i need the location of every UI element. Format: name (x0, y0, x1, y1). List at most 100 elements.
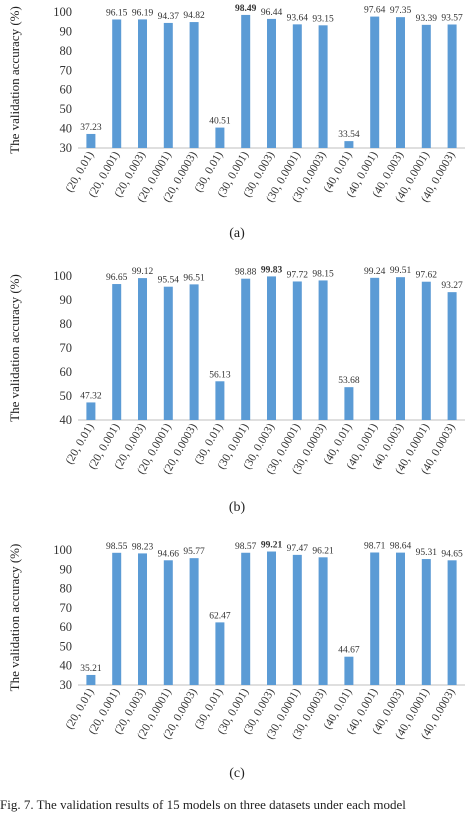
y-tick-label: 70 (60, 601, 73, 615)
data-label: 96.21 (312, 546, 334, 556)
bar (138, 19, 147, 149)
y-tick-label: 90 (60, 24, 73, 38)
y-tick-label: 60 (60, 365, 73, 379)
bar (189, 22, 199, 149)
data-label: 97.62 (416, 271, 438, 281)
data-label: 99.51 (390, 266, 412, 276)
bar (267, 276, 276, 420)
y-tick-label: 60 (60, 83, 73, 97)
bar (215, 622, 225, 685)
data-label: 37.23 (80, 123, 102, 133)
data-label: 94.82 (183, 11, 205, 21)
data-label: 93.64 (287, 13, 309, 23)
y-tick-label: 30 (60, 141, 73, 155)
data-label: 99.24 (364, 267, 386, 277)
y-tick-label: 100 (53, 5, 72, 19)
y-tick-label: 80 (60, 582, 73, 596)
data-label: 98.23 (132, 542, 154, 552)
data-label: 98.55 (106, 542, 128, 552)
data-label: 96.65 (106, 273, 128, 283)
data-label: 97.35 (390, 6, 412, 16)
bar (344, 387, 354, 420)
data-label: 99.12 (132, 267, 154, 277)
y-tick-label: 30 (60, 678, 73, 692)
bar (112, 284, 122, 420)
y-tick-label: 60 (60, 620, 73, 634)
y-tick-label: 70 (60, 63, 73, 77)
data-label: 96.44 (261, 8, 283, 18)
data-label: 93.39 (416, 14, 438, 24)
bar (138, 278, 147, 420)
data-label: 47.32 (80, 391, 102, 401)
y-tick-label: 100 (53, 543, 72, 557)
bar (447, 560, 457, 685)
y-tick-label: 100 (53, 269, 72, 283)
data-label: 98.64 (390, 542, 412, 552)
bar (370, 552, 380, 685)
data-label: 97.47 (287, 544, 309, 554)
y-tick-label: 90 (60, 293, 73, 307)
data-label: 98.57 (235, 542, 257, 552)
data-label: 93.57 (441, 13, 463, 23)
bar (318, 280, 328, 420)
chart-panel-c: The validation accuracy (%) 30 40 50 60 70 80 9… (0, 537, 474, 757)
bar (318, 557, 328, 685)
bar (241, 14, 251, 148)
bar (112, 552, 122, 685)
bar-chart-b: The validation accuracy (%) 40 50 60 70 80 90 1… (7, 265, 465, 476)
bar (163, 286, 173, 420)
data-label: 97.64 (364, 6, 386, 16)
data-label: 97.72 (287, 270, 309, 280)
y-tick-label: 80 (60, 317, 73, 331)
y-axis-label: The validation accuracy (%) (7, 274, 22, 422)
data-label: 94.66 (158, 549, 180, 559)
data-label: 94.65 (441, 549, 463, 559)
bar (396, 277, 405, 420)
bar-chart-a: The validation accuracy (%) 30 40 50 60 70 80 9… (7, 4, 465, 204)
bar (189, 284, 199, 420)
bar (396, 552, 405, 685)
caption-a: (a) (229, 226, 245, 241)
data-label: 98.71 (364, 541, 386, 551)
bar (267, 551, 276, 685)
data-label: 94.37 (158, 12, 180, 22)
data-label: 96.19 (132, 8, 154, 18)
data-label: 99.21 (261, 541, 283, 551)
data-label: 96.15 (106, 8, 128, 18)
data-label: 93.27 (441, 281, 463, 291)
bar (163, 560, 173, 685)
chart-panel-b: The validation accuracy (%) 40 50 60 70 80 90 1… (0, 262, 474, 492)
data-label: 98.49 (235, 4, 257, 14)
bar (318, 25, 328, 148)
data-label: 98.15 (312, 269, 334, 279)
bar (112, 19, 122, 149)
data-label: 35.21 (80, 664, 102, 674)
bar (292, 24, 302, 149)
bar (344, 656, 354, 685)
chart-panel-a: The validation accuracy (%) 30 40 50 60 70 80 9… (0, 0, 474, 220)
y-tick-label: 40 (60, 659, 73, 673)
bar (421, 281, 431, 420)
y-tick-label: 50 (60, 102, 73, 116)
bar (189, 558, 199, 685)
y-axis-label: The validation accuracy (%) (7, 6, 22, 154)
bar (292, 281, 302, 420)
bar (421, 559, 431, 685)
data-label: 56.13 (209, 370, 231, 380)
data-label: 33.54 (338, 130, 360, 140)
bar (138, 553, 147, 685)
bar (241, 278, 251, 420)
data-label: 44.67 (338, 646, 360, 656)
data-label: 40.51 (209, 117, 231, 127)
data-label: 53.68 (338, 376, 360, 386)
figure-caption: Fig. 7. The validation results of 15 mod… (0, 797, 406, 812)
bar (215, 127, 225, 148)
bar (447, 292, 457, 420)
y-tick-label: 40 (60, 413, 73, 427)
y-tick-label: 40 (60, 122, 73, 136)
data-label: 96.51 (183, 273, 205, 283)
bar (421, 24, 431, 148)
data-label: 98.88 (235, 268, 257, 278)
data-label: 95.77 (183, 547, 205, 557)
bar (86, 133, 96, 148)
